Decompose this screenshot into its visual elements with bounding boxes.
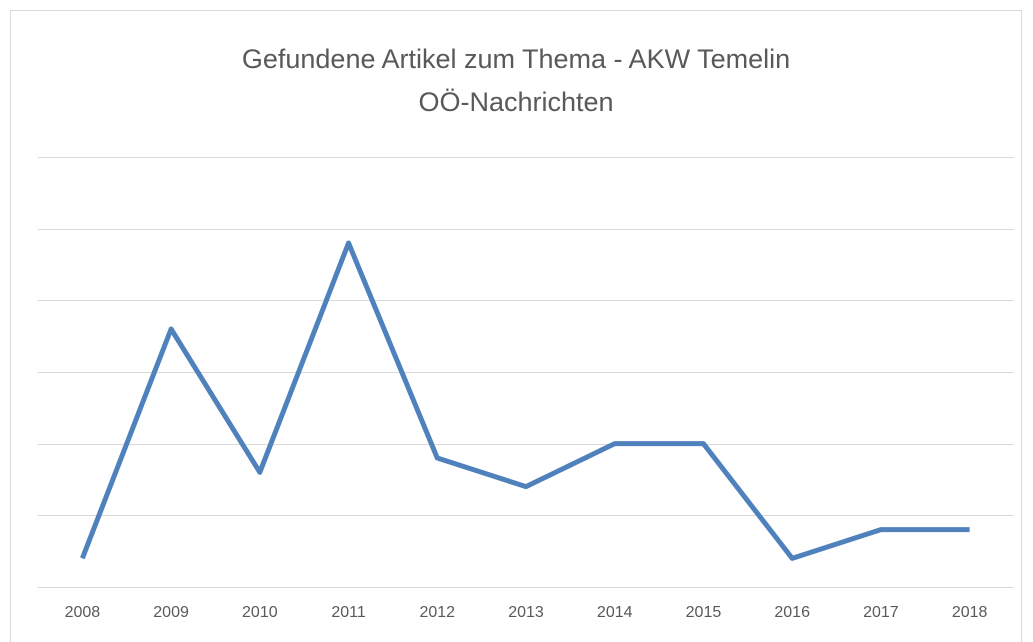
x-tick-label: 2010 — [242, 604, 278, 621]
x-tick-label: 2014 — [597, 604, 633, 621]
chart-title: Gefundene Artikel zum Thema - AKW Temeli… — [242, 44, 790, 74]
x-tick-label: 2018 — [952, 604, 988, 621]
chart-subtitle: OÖ-Nachrichten — [418, 87, 613, 117]
x-tick-label: 2015 — [686, 604, 722, 621]
line-series — [80, 240, 970, 561]
x-tick-label: 2008 — [65, 604, 101, 621]
x-tick-label: 2012 — [419, 604, 455, 621]
x-tick-label: 2016 — [774, 604, 810, 621]
x-tick-label: 2017 — [863, 604, 899, 621]
x-tick-label: 2011 — [331, 604, 366, 621]
x-tick-label: 2013 — [508, 604, 544, 621]
x-tick-label: 2009 — [153, 604, 189, 621]
